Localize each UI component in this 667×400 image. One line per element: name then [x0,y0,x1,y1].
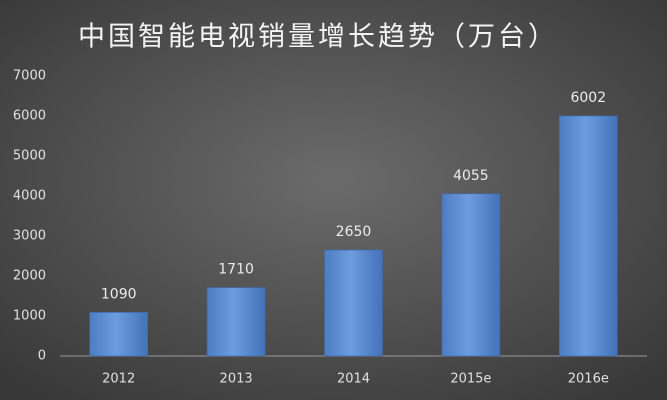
value-label: 2650 [336,224,372,240]
x-tick-label: 2014 [337,372,370,387]
y-tick-label: 5000 [13,149,46,164]
y-tick-label: 7000 [13,69,46,84]
y-tick-label: 0 [38,349,46,364]
x-tick-label: 2016e [568,372,609,387]
chart-title: 中国智能电视销量增长趋势（万台） [78,22,558,53]
value-label: 6002 [570,90,606,106]
value-label: 1090 [101,286,137,302]
y-tick-label: 4000 [13,189,46,204]
bar [206,287,266,357]
bar [441,193,501,357]
y-tick-label: 6000 [13,109,46,124]
bar [324,249,383,357]
bar [89,312,148,357]
y-tick-label: 2000 [13,269,46,284]
x-tick-label: 2015e [450,372,491,387]
y-tick-label: 3000 [13,229,46,244]
value-label: 1710 [218,262,254,278]
x-tick-label: 2013 [220,372,253,387]
bar [558,115,618,357]
value-label: 4055 [453,168,489,184]
y-tick-label: 1000 [13,309,46,324]
x-tick-label: 2012 [102,372,135,387]
